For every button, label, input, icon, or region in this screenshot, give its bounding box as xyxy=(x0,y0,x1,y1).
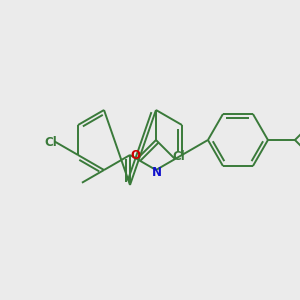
Text: N: N xyxy=(152,166,162,179)
Text: Cl: Cl xyxy=(172,150,185,163)
Text: O: O xyxy=(130,149,140,162)
Text: Cl: Cl xyxy=(44,136,57,149)
